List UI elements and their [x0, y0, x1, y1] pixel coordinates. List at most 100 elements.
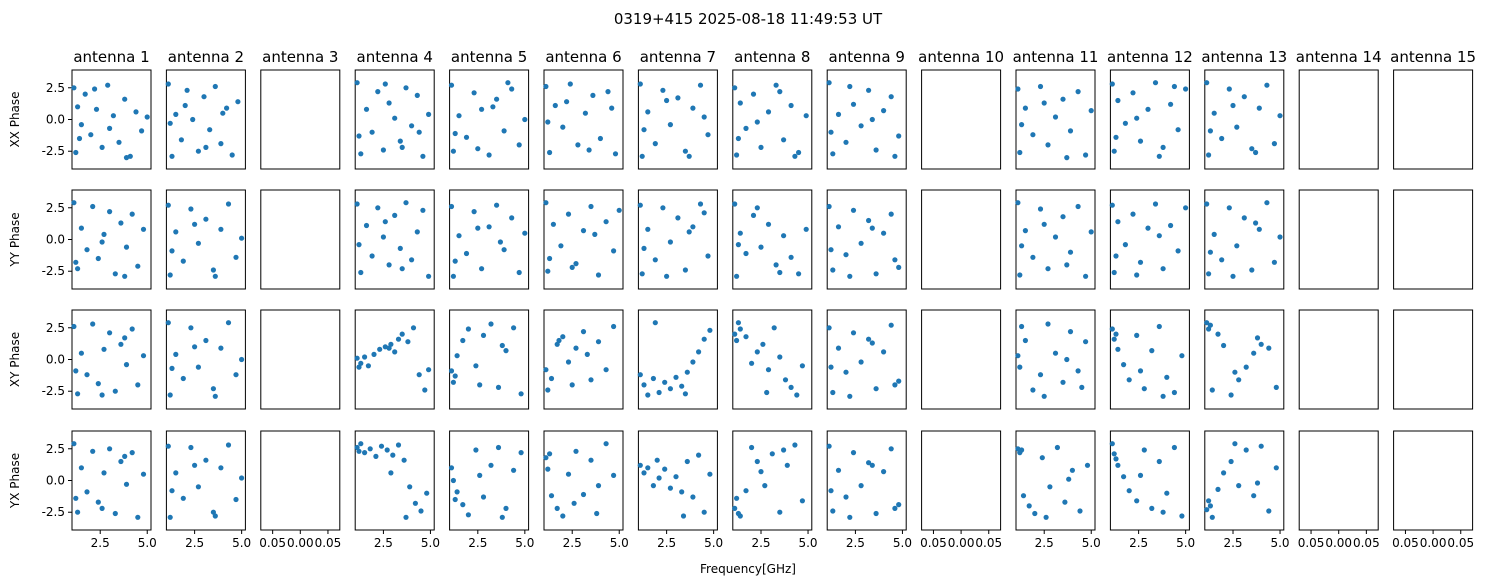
- data-point-yy-antenna-5: [479, 266, 485, 272]
- data-point-xx-antenna-13: [1253, 149, 1259, 156]
- subplot-frame-yy-antenna-5: [449, 189, 530, 290]
- data-point-xy-antenna-5: [510, 325, 517, 331]
- data-point-xy-antenna-1: [122, 335, 128, 341]
- data-point-xy-antenna-8: [732, 331, 738, 337]
- subplot-frame-yx-antenna-4: [354, 430, 435, 531]
- data-point-xy-antenna-2: [203, 337, 209, 344]
- data-point-xx-antenna-5: [452, 130, 458, 137]
- data-point-xy-antenna-4: [405, 339, 411, 345]
- x-tick-label: 5.0: [515, 536, 534, 550]
- data-point-yy-antenna-4: [426, 273, 432, 279]
- data-point-xy-antenna-9: [826, 325, 832, 331]
- data-point-xy-antenna-6: [584, 351, 590, 357]
- data-point-yy-antenna-11: [1041, 221, 1047, 227]
- data-point-xy-antenna-4: [426, 367, 432, 373]
- data-point-yx-antenna-1: [99, 505, 105, 511]
- data-point-xx-antenna-7: [675, 95, 681, 101]
- data-point-xy-antenna-7: [662, 379, 668, 385]
- subplot-frame-xx-antenna-2: [165, 69, 246, 170]
- data-point-xy-antenna-11: [1060, 379, 1066, 385]
- data-point-xy-antenna-4: [410, 325, 417, 331]
- data-point-yy-antenna-9: [869, 225, 875, 231]
- data-point-xx-antenna-7: [664, 97, 670, 104]
- data-point-xy-antenna-9: [847, 393, 853, 399]
- data-point-xy-antenna-7: [645, 392, 651, 398]
- x-tick-label: 2.5: [91, 536, 110, 550]
- subplot-frame-yx-antenna-13: [1204, 430, 1285, 531]
- data-point-xx-antenna-12: [1152, 80, 1159, 86]
- y-tick-label: 0.0: [46, 113, 65, 127]
- x-tick-label: 5.0: [704, 536, 723, 550]
- data-point-xy-antenna-1: [129, 326, 135, 332]
- data-point-xx-antenna-4: [386, 100, 392, 106]
- data-point-xx-antenna-2: [165, 81, 171, 87]
- data-point-xx-antenna-4: [403, 85, 409, 91]
- data-point-yy-antenna-2: [212, 273, 218, 279]
- data-point-xy-antenna-1: [71, 323, 77, 330]
- data-point-xx-antenna-11: [1060, 96, 1066, 102]
- data-point-xy-antenna-4: [356, 364, 362, 370]
- data-point-xx-antenna-6: [605, 89, 611, 95]
- data-point-xy-antenna-5: [450, 379, 456, 385]
- y-tick-label: -2.5: [42, 264, 65, 278]
- data-point-yy-antenna-8: [765, 221, 772, 227]
- data-point-yx-antenna-9: [858, 483, 864, 489]
- data-point-xy-antenna-11: [1045, 321, 1051, 327]
- data-point-xy-antenna-13: [1243, 364, 1249, 370]
- data-point-yy-antenna-8: [737, 230, 743, 236]
- data-point-xx-antenna-2: [190, 116, 196, 123]
- data-point-xx-antenna-6: [560, 124, 566, 130]
- data-point-yy-antenna-9: [843, 252, 849, 258]
- data-point-yy-antenna-1: [90, 203, 96, 210]
- data-point-yy-antenna-6: [603, 219, 609, 225]
- data-point-xx-antenna-11: [1088, 108, 1094, 114]
- data-point-xy-antenna-5: [499, 342, 505, 349]
- data-point-xy-antenna-4: [354, 355, 360, 361]
- data-point-yx-antenna-13: [1254, 480, 1261, 486]
- data-point-yx-antenna-5: [503, 505, 509, 511]
- data-point-yy-antenna-13: [1204, 201, 1210, 207]
- data-point-yy-antenna-12: [1134, 272, 1140, 278]
- data-point-yx-antenna-4: [407, 484, 413, 490]
- data-point-yy-antenna-5: [463, 250, 470, 257]
- data-point-xx-antenna-6: [545, 119, 551, 125]
- data-point-xx-antenna-6: [547, 149, 553, 156]
- data-point-xy-antenna-4: [362, 354, 368, 360]
- subplot-frame-xy-antenna-4: [354, 309, 435, 410]
- data-point-yy-antenna-8: [754, 205, 760, 211]
- subplot-frame-yy-antenna-12: [1109, 189, 1190, 290]
- data-point-xx-antenna-9: [826, 80, 832, 86]
- data-point-xy-antenna-9: [850, 330, 857, 336]
- data-point-yy-antenna-11: [1088, 229, 1094, 235]
- data-point-xx-antenna-11: [1045, 142, 1051, 148]
- data-point-xy-antenna-7: [682, 391, 689, 397]
- data-point-yx-antenna-7: [673, 474, 679, 480]
- data-point-yy-antenna-8: [734, 273, 740, 279]
- subplot-title-antenna-5: antenna 5: [451, 48, 527, 66]
- data-point-xy-antenna-12: [1126, 377, 1132, 383]
- row-label-xy: XY Phase: [8, 332, 22, 387]
- data-point-xy-antenna-1: [73, 368, 79, 374]
- data-point-xy-antenna-7: [650, 375, 657, 382]
- data-point-yx-antenna-2: [167, 514, 173, 520]
- data-point-xx-antenna-2: [220, 110, 226, 116]
- data-point-yy-antenna-12: [1145, 225, 1151, 231]
- data-point-xy-antenna-7: [690, 359, 696, 365]
- data-point-yx-antenna-12: [1171, 444, 1177, 451]
- data-point-yy-antenna-2: [188, 206, 194, 212]
- data-point-xx-antenna-6: [575, 142, 581, 148]
- data-point-xx-antenna-4: [358, 151, 364, 157]
- data-point-yy-antenna-8: [788, 254, 794, 260]
- x-tick-label: 0.00: [948, 536, 975, 550]
- data-point-yy-antenna-12: [1122, 242, 1128, 248]
- data-point-yx-antenna-11: [1084, 462, 1091, 468]
- data-point-xx-antenna-4: [416, 129, 422, 135]
- data-point-yy-antenna-9: [866, 217, 872, 224]
- data-point-xy-antenna-5: [460, 337, 466, 344]
- data-point-xy-antenna-4: [416, 372, 422, 378]
- data-point-yy-antenna-8: [803, 226, 809, 232]
- data-point-xy-antenna-6: [565, 359, 572, 365]
- data-point-yx-antenna-12: [1137, 472, 1144, 478]
- data-point-yx-antenna-1: [122, 453, 128, 459]
- data-point-yx-antenna-4: [395, 442, 402, 448]
